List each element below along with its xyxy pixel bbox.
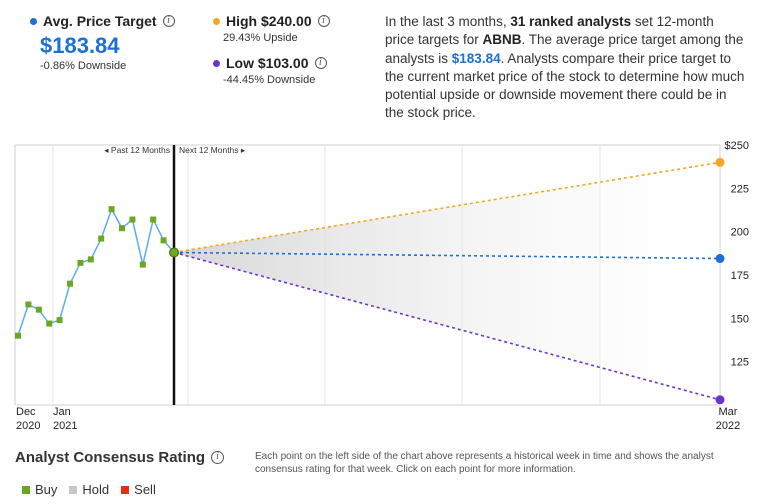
info-icon[interactable]: i <box>211 451 225 464</box>
desc-text: . The average price target among the ana… <box>385 32 744 66</box>
legend-hold[interactable]: Hold <box>69 482 109 497</box>
projection-lines <box>173 157 725 405</box>
history-point <box>160 237 167 244</box>
forecast-cone <box>174 162 720 400</box>
history-point <box>15 332 21 339</box>
projection-point-low <box>715 395 725 405</box>
history-point <box>150 216 157 223</box>
desc-analysts: 31 ranked analysts <box>510 14 632 29</box>
projection-line-avg <box>173 251 721 260</box>
legend-buy[interactable]: Buy <box>22 482 57 497</box>
avg-dot <box>30 17 37 25</box>
x-tick-month: Dec <box>16 406 36 418</box>
chart-labels: $250 225 200 175 150 125 ◂ Past 12 Months Next … <box>16 140 749 432</box>
past-12-months-label: ◂ Past 12 Months <box>104 145 170 155</box>
buy-swatch <box>22 485 30 494</box>
info-icon[interactable]: i <box>314 57 327 69</box>
next-12-months-label: Next 12 Months ▸ <box>179 145 246 155</box>
projection-point-high <box>715 157 725 167</box>
high-label: High $240.00 <box>226 13 312 29</box>
x-tick-year: 2020 <box>16 420 40 432</box>
y-tick-label: 125 <box>731 357 749 369</box>
history-point <box>129 216 136 223</box>
avg-note: -0.86% Downside <box>40 60 127 72</box>
legend-label: Buy <box>35 482 58 497</box>
x-tick-month: Jan <box>53 406 71 418</box>
x-tick-year: 2022 <box>716 420 740 432</box>
legend-label: Hold <box>82 482 110 497</box>
info-icon[interactable]: i <box>317 15 330 27</box>
avg-value: $183.84 <box>40 33 120 58</box>
price-target-description: In the last 3 months, 31 ranked analysts… <box>385 13 745 123</box>
x-tick-year: 2021 <box>53 420 77 432</box>
x-tick-month: Mar <box>719 406 738 418</box>
y-tick-label: $250 <box>725 140 749 152</box>
desc-ticker: ABNB <box>482 32 522 48</box>
low-note: -44.45% Downside <box>223 74 316 86</box>
desc-text: In the last 3 months, <box>385 14 511 29</box>
sell-swatch <box>121 485 130 494</box>
history-point <box>87 256 94 263</box>
history-point <box>67 280 73 287</box>
consensus-rating-title: Analyst Consensus Rating i <box>15 449 225 466</box>
y-tick-label: 175 <box>731 270 749 282</box>
low-dot <box>213 59 220 67</box>
avg-label: Avg. Price Target <box>43 13 157 29</box>
high-note: 29.43% Upside <box>223 32 298 44</box>
high-dot <box>213 17 220 25</box>
y-tick-label: 150 <box>731 313 749 325</box>
projection-point-avg <box>715 254 725 264</box>
high-price-target: High $240.00 i 29.43% Upside <box>213 13 330 44</box>
history-point <box>35 306 42 313</box>
legend-sell[interactable]: Sell <box>121 482 156 497</box>
desc-text: set 12-month price targets for <box>385 14 714 48</box>
low-label: Low $103.00 <box>226 55 309 71</box>
history-line <box>17 207 175 336</box>
history-point <box>119 225 125 232</box>
current-price-point <box>169 247 179 258</box>
history-point <box>77 259 84 266</box>
hold-swatch <box>69 485 78 494</box>
y-tick-label: 225 <box>731 183 749 195</box>
desc-text: . Analysts compare their price target to… <box>385 50 745 121</box>
projection-line-high <box>173 161 721 254</box>
history-point <box>25 301 32 308</box>
y-tick-label: 200 <box>731 227 749 239</box>
desc-avg: $183.84 <box>451 50 501 66</box>
history-point <box>108 206 115 213</box>
history-point <box>46 320 53 327</box>
consensus-description: Each point on the left side of the chart… <box>255 451 714 475</box>
history-point <box>98 235 105 242</box>
history-series <box>15 145 179 405</box>
history-point <box>139 261 146 268</box>
avg-price-target: Avg. Price Target i $183.84 -0.86% Downs… <box>30 13 175 72</box>
consensus-title-text: Analyst Consensus Rating <box>15 449 206 466</box>
low-price-target: Low $103.00 i -44.45% Downside <box>213 55 327 86</box>
cone-area <box>174 162 720 400</box>
price-target-chart: $250 225 200 175 150 125 ◂ Past 12 Months Next … <box>14 140 749 432</box>
info-icon[interactable]: i <box>162 15 175 27</box>
history-point <box>56 317 63 324</box>
rating-legend: Buy Hold Sell <box>22 482 168 497</box>
legend-label: Sell <box>134 482 156 497</box>
projection-line-low <box>173 251 721 401</box>
